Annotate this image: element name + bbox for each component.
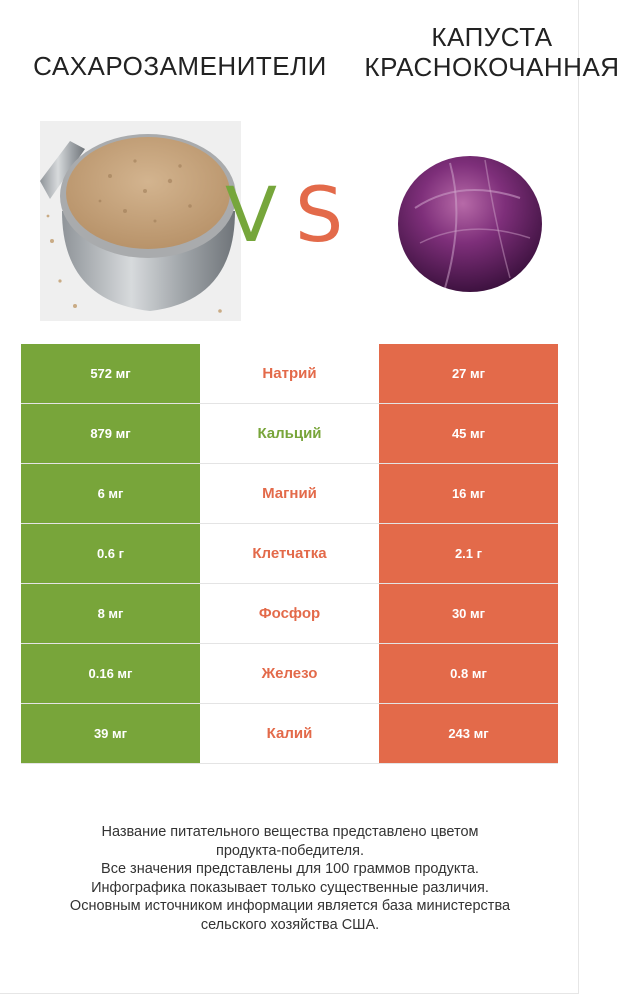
right-value-cell: 0.8 мг [379,644,558,703]
table-row: 0.16 мг Железо 0.8 мг [21,644,558,704]
nutrient-name-cell: Фосфор [258,605,321,622]
nutrient-name-cell: Калий [266,725,313,742]
left-value-cell: 879 мг [21,404,200,463]
right-value-cell: 2.1 г [379,524,558,583]
right-value-cell: 30 мг [379,584,558,643]
row-separator [21,763,558,764]
vs-label: V S [225,170,355,260]
footer-notes: Название питательного вещества представл… [20,823,560,934]
table-row: 0.6 г Клетчатка 2.1 г [21,524,558,584]
vs-letter-v: V [225,170,277,259]
vs-letter-s: S [295,170,344,259]
right-value-cell: 27 мг [379,344,558,403]
row-separator [21,523,558,524]
row-separator [21,703,558,704]
nutrient-comparison-table: 572 мг Натрий 27 мг 879 мг Кальций 45 мг 6 мг М… [21,344,558,764]
left-value-cell: 39 мг [21,704,200,763]
row-separator [21,403,558,404]
footer-line: Название питательного вещества представл… [101,824,479,840]
table-row: 39 мг Калий 243 мг [21,704,558,764]
left-product-title: САХАРОЗАМЕНИТЕЛИ [33,51,327,81]
nutrient-name-cell: Кальций [257,425,322,442]
footer-line: Инфографика показывает только существенн… [91,879,489,896]
nutrient-name-cell: Магний [262,485,317,502]
right-product-title: КАПУСТА КРАСНОКОЧАННАЯ [352,22,625,82]
left-value-cell: 8 мг [21,584,200,643]
nutrient-name-cell: Клетчатка [252,545,327,562]
left-value-cell: 0.6 г [21,524,200,583]
left-value-cell: 572 мг [21,344,200,403]
right-value-cell: 45 мг [379,404,558,463]
left-value-cell: 6 мг [21,464,200,523]
right-value-cell: 16 мг [379,464,558,523]
row-separator [21,643,558,644]
table-row: 879 мг Кальций 45 мг [21,404,558,464]
footer-line: продукта-победителя. [215,842,365,859]
footer-line: сельского хозяйства США. [200,916,380,933]
table-row: 8 мг Фосфор 30 мг [21,584,558,644]
table-row: 6 мг Магний 16 мг [21,464,558,524]
red-cabbage-image [398,156,542,292]
footer-line: Все значения представлены для 100 граммо… [101,861,479,877]
right-value-cell: 243 мг [379,704,558,763]
right-product-title-line2: КРАСНОКОЧАННАЯ [364,52,620,82]
left-value-cell: 0.16 мг [21,644,200,703]
row-separator [21,583,558,584]
table-row: 572 мг Натрий 27 мг [21,344,558,404]
frame-border-right [578,0,579,994]
footer-line: Основным источником информации является … [69,898,511,914]
nutrient-name-cell: Натрий [262,365,317,382]
nutrient-name-cell: Железо [261,665,318,682]
sweetener-image [40,121,241,321]
right-product-title-line1: КАПУСТА [431,22,553,52]
row-separator [21,463,558,464]
